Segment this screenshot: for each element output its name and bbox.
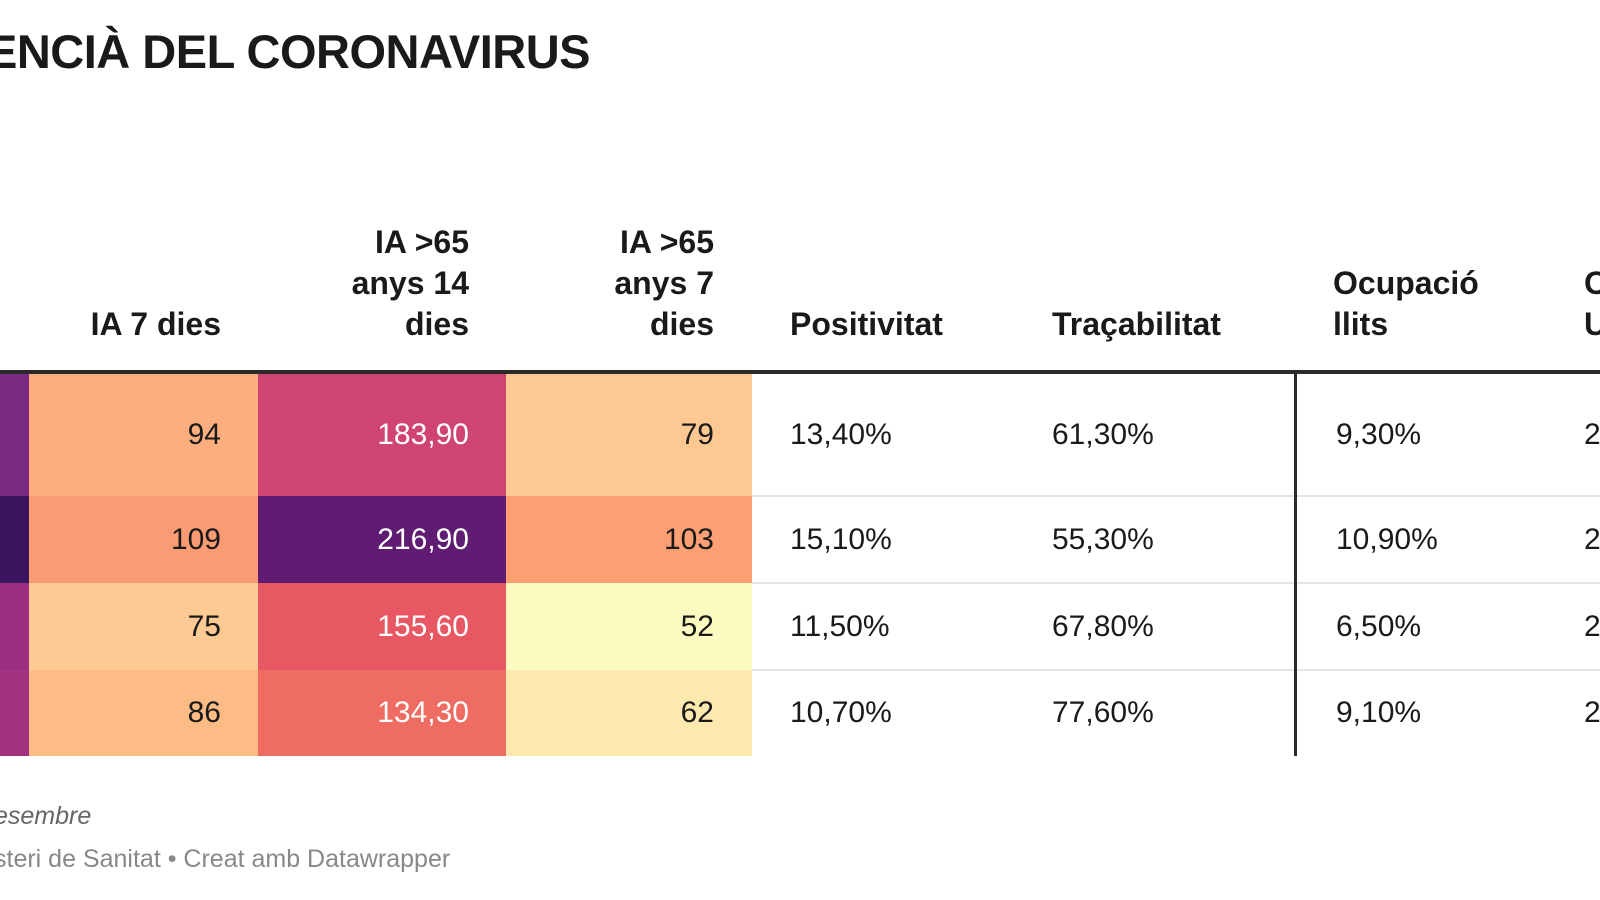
- footer-source: steri de Sanitat • Creat amb Datawrapper: [0, 845, 451, 873]
- cell-tracabilitat: 61,30%: [1052, 418, 1154, 451]
- cell-llits: 9,10%: [1336, 696, 1422, 729]
- heat-cell-ia65_7: [506, 374, 752, 496]
- cell-tracabilitat: 67,80%: [1052, 609, 1154, 643]
- cell-ia7: 94: [187, 418, 221, 451]
- heat-cell-edge: [0, 670, 29, 756]
- row-separator: [752, 669, 1600, 671]
- cell-llits: 9,30%: [1336, 418, 1422, 451]
- heat-cell-ia7: [29, 374, 258, 496]
- row-separator: [752, 495, 1600, 497]
- column-header-ia7: IA 7 dies: [90, 306, 221, 342]
- heat-cell-ia65_7: [506, 583, 752, 670]
- header-rule: [0, 370, 1600, 374]
- cell-uci: 2: [1584, 696, 1600, 729]
- cell-positivitat: 10,70%: [790, 696, 892, 729]
- heat-cell-ia65_7: [506, 670, 752, 756]
- cell-ia65_7: 103: [663, 522, 714, 556]
- heat-cell-edge: [0, 496, 29, 583]
- cell-positivitat: 15,10%: [790, 522, 892, 556]
- heat-cell-ia65_14: [258, 496, 506, 583]
- cell-tracabilitat: 55,30%: [1052, 522, 1154, 556]
- cell-positivitat: 11,50%: [790, 609, 890, 643]
- heat-cell-ia7: [29, 583, 258, 670]
- cell-uci: 2: [1584, 522, 1600, 556]
- column-divider: [1294, 374, 1297, 756]
- cell-llits: 10,90%: [1336, 522, 1438, 556]
- cell-llits: 6,50%: [1336, 609, 1422, 643]
- heat-cell-edge: [0, 374, 29, 496]
- cell-ia65_14: 183,90: [377, 418, 469, 451]
- cell-uci: 2: [1584, 418, 1600, 451]
- cell-ia65_7: 52: [680, 609, 714, 643]
- cell-ia65_14: 134,30: [377, 696, 469, 729]
- column-header-ia65_7: IA >65 anys 7 dies: [614, 224, 714, 342]
- cell-positivitat: 13,40%: [790, 418, 892, 451]
- heat-cell-ia65_14: [258, 583, 506, 670]
- cell-ia65_14: 155,60: [377, 609, 469, 643]
- chart-title: ENCIÀ DEL CORONAVIRUS: [0, 25, 591, 78]
- heat-cell-ia7: [29, 670, 258, 756]
- cell-ia7: 75: [187, 609, 221, 643]
- cell-ia65_7: 79: [680, 418, 714, 451]
- cell-tracabilitat: 77,60%: [1052, 696, 1154, 729]
- heat-cell-edge: [0, 583, 29, 670]
- cell-ia65_14: 216,90: [377, 522, 469, 556]
- cell-uci: 2: [1584, 609, 1600, 643]
- heat-cell-ia65_14: [258, 374, 506, 496]
- footer-note: esembre: [0, 802, 92, 830]
- column-header-tracabilitat: Traçabilitat: [1052, 306, 1221, 342]
- heat-cell-ia7: [29, 496, 258, 583]
- heat-cell-ia65_14: [258, 670, 506, 756]
- cell-ia7: 86: [187, 696, 221, 729]
- heat-cell-ia65_7: [506, 496, 752, 583]
- column-header-ia65_14: IA >65 anys 14 dies: [351, 224, 469, 342]
- row-separator: [752, 582, 1600, 584]
- cell-ia65_7: 62: [680, 696, 714, 729]
- column-header-positivitat: Positivitat: [790, 306, 943, 342]
- column-header-llits: Ocupació llits: [1333, 265, 1479, 342]
- cell-ia7: 109: [170, 522, 221, 556]
